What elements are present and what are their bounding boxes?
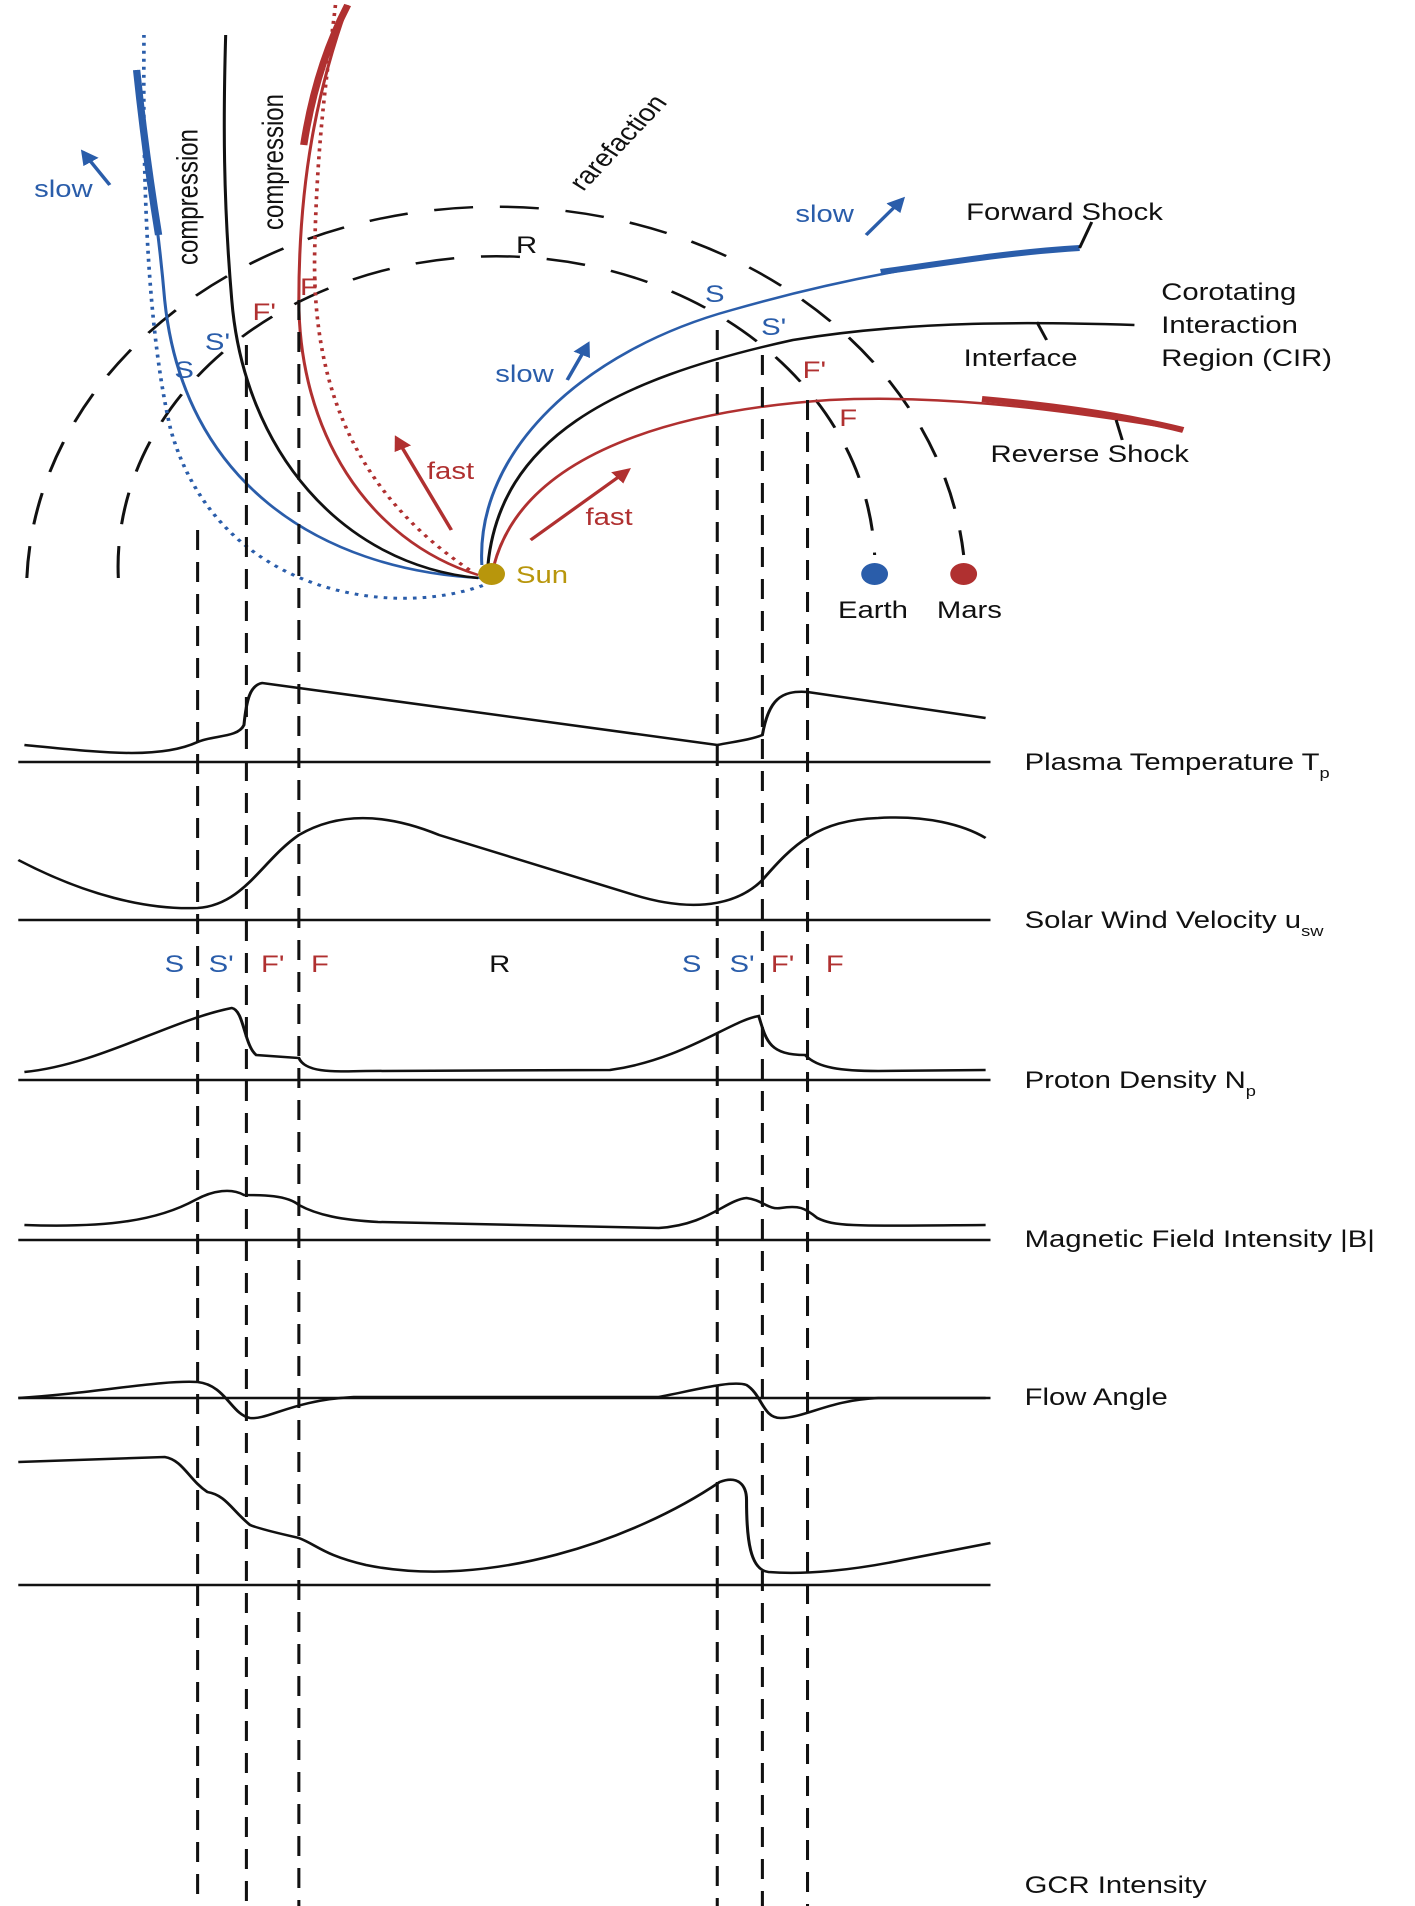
label: fast bbox=[427, 457, 475, 484]
subscript: p bbox=[1320, 765, 1330, 782]
label: Mars bbox=[937, 596, 1002, 623]
label: S' bbox=[761, 313, 786, 340]
label: F bbox=[300, 273, 318, 300]
label: fast bbox=[586, 503, 634, 530]
label: Plasma Temperature T bbox=[1025, 748, 1320, 775]
marker: R bbox=[489, 950, 510, 977]
marker: S' bbox=[729, 950, 754, 977]
marker: S bbox=[682, 950, 702, 977]
label: S bbox=[705, 280, 725, 307]
label: S bbox=[174, 356, 194, 383]
sun bbox=[478, 563, 505, 585]
gcr-curve bbox=[18, 1457, 990, 1573]
marker: F bbox=[311, 950, 329, 977]
label: S' bbox=[205, 328, 230, 355]
density-curve bbox=[24, 1008, 985, 1072]
label: F bbox=[839, 404, 857, 431]
subscript: p bbox=[1246, 1083, 1256, 1100]
marker: S' bbox=[209, 950, 234, 977]
blue-spiral-right bbox=[482, 248, 1080, 565]
label: Forward Shock bbox=[966, 198, 1163, 225]
panels: Plasma Temperature Tp Solar Wind Velocit… bbox=[18, 683, 1375, 1898]
panel-label: Plasma Temperature Tp bbox=[1025, 748, 1330, 781]
spiral-diagram: slow compression compression rarefaction… bbox=[27, 5, 1332, 623]
label: Reverse Shock bbox=[991, 440, 1190, 467]
label: Solar Wind Velocity u bbox=[1025, 906, 1301, 933]
blue-thick-right bbox=[881, 248, 1080, 272]
arrow bbox=[567, 344, 588, 380]
marker: F' bbox=[771, 950, 794, 977]
marker: S bbox=[165, 950, 185, 977]
mars bbox=[950, 563, 977, 585]
flow-curve bbox=[18, 1382, 985, 1418]
label: compression bbox=[171, 129, 204, 265]
label: rarefaction bbox=[562, 89, 673, 195]
label: compression bbox=[257, 94, 290, 230]
arrow bbox=[866, 199, 903, 235]
panel-label: Solar Wind Velocity usw bbox=[1025, 906, 1325, 939]
panel-label: Flow Angle bbox=[1025, 1383, 1168, 1410]
label: Interface bbox=[964, 344, 1078, 371]
panel-label: GCR Intensity bbox=[1025, 1871, 1208, 1898]
tick bbox=[1080, 222, 1092, 248]
label: slow bbox=[34, 175, 93, 202]
earth bbox=[861, 563, 888, 585]
label: F' bbox=[253, 298, 276, 325]
label: Sun bbox=[516, 561, 568, 588]
velocity-curve bbox=[18, 817, 985, 908]
label: F' bbox=[803, 356, 826, 383]
label: Corotating bbox=[1161, 278, 1296, 305]
label: R bbox=[516, 231, 537, 258]
temperature-curve bbox=[24, 683, 985, 753]
diagram: slow compression compression rarefaction… bbox=[0, 0, 1415, 1906]
tick bbox=[1037, 322, 1047, 340]
subscript: sw bbox=[1301, 923, 1324, 940]
panel-label: Magnetic Field Intensity |B| bbox=[1025, 1225, 1375, 1252]
tick bbox=[1116, 420, 1122, 440]
field-curve bbox=[24, 1191, 985, 1228]
label: Proton Density N bbox=[1025, 1066, 1246, 1093]
marker: F bbox=[826, 950, 844, 977]
label: slow bbox=[795, 200, 854, 227]
red-dotted bbox=[315, 5, 470, 570]
label: Region (CIR) bbox=[1161, 344, 1332, 371]
marker: F' bbox=[261, 950, 284, 977]
label: Interaction bbox=[1161, 311, 1298, 338]
label: slow bbox=[495, 360, 554, 387]
label: Earth bbox=[838, 596, 908, 623]
blue-thick bbox=[137, 70, 159, 235]
panel-label: Proton Density Np bbox=[1025, 1066, 1256, 1099]
